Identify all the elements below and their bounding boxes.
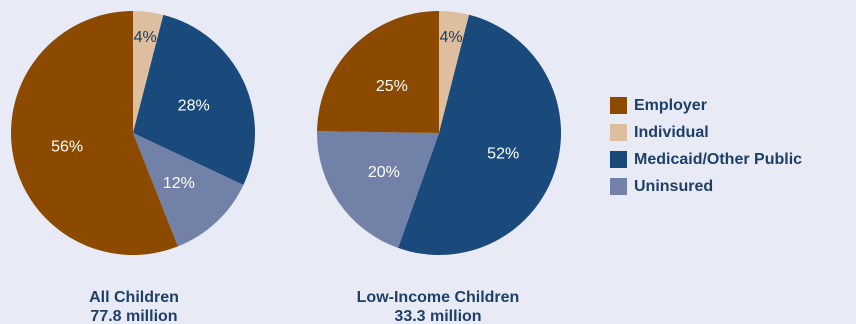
slice-label-employer: 56% xyxy=(51,139,83,156)
legend-swatch-employer xyxy=(610,97,627,114)
legend-swatch-uninsured xyxy=(610,178,627,195)
slice-label-medicaid-other-public: 52% xyxy=(487,146,519,163)
pie-slice-medicaid-other-public xyxy=(398,14,562,256)
pie-chart-low-income-children: 4% 52% 20% 25% xyxy=(316,10,562,256)
pie-slice-employer xyxy=(317,10,439,134)
caption-all-children-total: 77.8 million xyxy=(90,308,177,324)
legend-label-medicaid-other-public: Medicaid/Other Public xyxy=(634,150,803,168)
legend-label-employer: Employer xyxy=(634,96,707,114)
pie-slice-medicaid-other-public xyxy=(133,14,256,185)
caption-all-children: All Children xyxy=(89,289,179,306)
pie-slice-individual xyxy=(439,11,470,133)
pie-slice-individual xyxy=(133,11,164,133)
caption-low-income-children-total: 33.3 million xyxy=(394,308,481,324)
slice-label-uninsured: 20% xyxy=(368,164,400,181)
pie-slice-uninsured xyxy=(133,133,244,247)
legend-swatch-individual xyxy=(610,124,627,141)
legend-item-uninsured: Uninsured xyxy=(610,173,802,200)
slice-label-medicaid-other-public: 28% xyxy=(178,97,210,114)
pie-chart-all-children: 4% 28% 12% 56% xyxy=(10,10,256,255)
legend-label-individual: Individual xyxy=(634,123,709,141)
slice-label-uninsured: 12% xyxy=(163,175,195,192)
legend-label-uninsured: Uninsured xyxy=(634,177,714,195)
legend-swatch-medicaid-other-public xyxy=(610,151,627,168)
legend-item-medicaid-other-public: Medicaid/Other Public xyxy=(610,146,802,173)
legend-item-individual: Individual xyxy=(610,119,802,146)
caption-low-income-children: Low-Income Children xyxy=(357,289,520,306)
slice-label-individual: 4% xyxy=(440,29,463,46)
legend: Employer Individual Medicaid/Other Publi… xyxy=(610,92,802,200)
pie-slice-uninsured xyxy=(316,131,439,248)
pie-slice-employer xyxy=(10,10,178,255)
legend-item-employer: Employer xyxy=(610,92,802,119)
slice-label-individual: 4% xyxy=(134,29,157,46)
slice-label-employer: 25% xyxy=(376,78,408,95)
